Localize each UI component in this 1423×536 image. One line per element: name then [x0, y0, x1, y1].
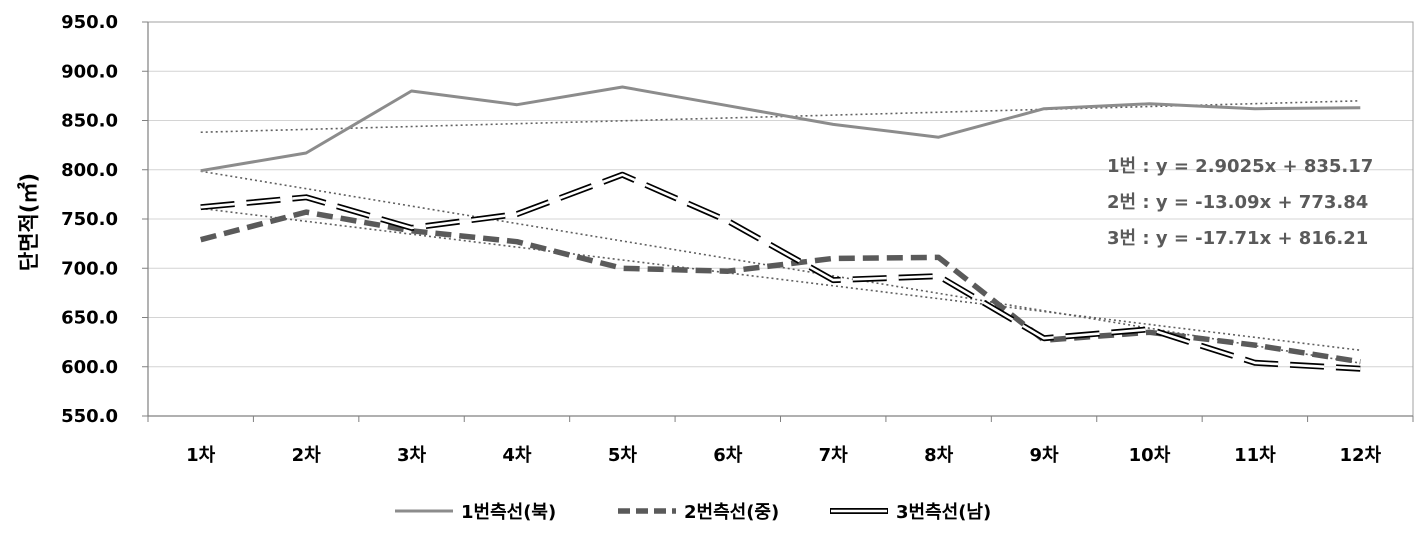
x-tick-label: 3차 — [397, 445, 427, 466]
x-tick-label: 4차 — [502, 445, 532, 466]
y-tick-label: 850.0 — [61, 111, 118, 132]
y-tick-label: 800.0 — [61, 160, 118, 181]
x-tick-labels: 1차 2차 3차 4차 5차 6차 7차 8차 9차 10차 11차 12차 — [186, 445, 1381, 466]
y-axis-label: 단면적(㎡) — [17, 173, 41, 271]
y-tick-label: 950.0 — [61, 12, 118, 33]
series-lines — [200, 85, 1361, 372]
y-tick-label: 550.0 — [61, 406, 118, 427]
legend-label: 3번측선(남) — [896, 502, 991, 523]
trendline-equation: 1번 : y = 2.9025x + 835.17 — [1107, 156, 1373, 177]
legend-label: 1번측선(북) — [461, 502, 556, 523]
x-tick-label: 7차 — [819, 445, 849, 466]
x-tick-label: 9차 — [1029, 445, 1059, 466]
trendline-equation: 2번 : y = -13.09x + 773.84 — [1107, 192, 1368, 213]
y-tick-label: 900.0 — [61, 61, 118, 82]
legend-label: 2번측선(중) — [684, 502, 779, 523]
x-tick-label: 2차 — [292, 445, 322, 466]
x-tick-label: 5차 — [608, 445, 638, 466]
axes — [142, 21, 1414, 422]
series-line-2 — [200, 209, 1361, 365]
y-tick-label: 600.0 — [61, 357, 118, 378]
x-tick-label: 11차 — [1234, 445, 1276, 466]
x-tick-label: 12차 — [1339, 445, 1381, 466]
trendline-equations: 1번 : y = 2.9025x + 835.17 2번 : y = -13.09… — [1107, 156, 1373, 249]
y-tick-label: 650.0 — [61, 308, 118, 329]
series-line-3 — [200, 171, 1361, 372]
x-tick-label: 10차 — [1129, 445, 1171, 466]
x-tick-label: 6차 — [713, 445, 743, 466]
grid-lines — [148, 21, 1413, 417]
legend: 1번측선(북) 2번측선(중) 3번측선(남) — [395, 502, 991, 523]
series-line-1 — [200, 85, 1361, 173]
y-tick-labels: 550.0 600.0 650.0 700.0 750.0 800.0 850.0 900.0… — [61, 12, 118, 427]
y-tick-label: 700.0 — [61, 258, 118, 279]
trendline-3 — [200, 170, 1361, 364]
trendline-equation: 3번 : y = -17.71x + 816.21 — [1107, 228, 1368, 249]
y-tick-label: 750.0 — [61, 209, 118, 230]
x-tick-label: 8차 — [924, 445, 954, 466]
x-tick-label: 1차 — [186, 445, 216, 466]
